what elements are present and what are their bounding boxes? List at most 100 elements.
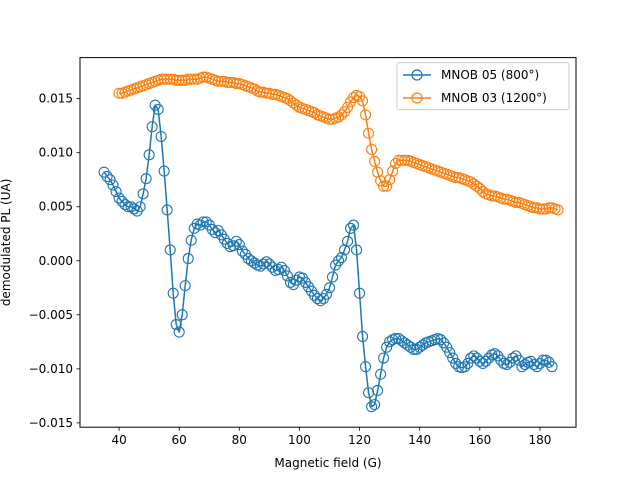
data-point (540, 354, 552, 366)
x-tick-label: 40 (111, 433, 126, 447)
data-point (104, 174, 116, 186)
data-point (489, 348, 501, 360)
y-axis-label: demodulated PL (UA) (0, 179, 13, 307)
data-point (155, 130, 167, 143)
data-point (119, 199, 131, 211)
data-point (212, 75, 224, 87)
data-point (164, 244, 176, 256)
data-point (176, 309, 188, 321)
data-point (176, 74, 188, 86)
data-point (122, 201, 134, 213)
data-point (161, 204, 173, 216)
legend-box (396, 62, 570, 111)
data-point (215, 75, 227, 87)
data-point (357, 330, 369, 342)
data-point (272, 263, 284, 275)
data-point (221, 76, 233, 89)
data-point (197, 216, 209, 228)
data-point (266, 261, 278, 273)
data-point (287, 97, 299, 109)
data-point (320, 288, 333, 300)
legend-label-series-1: MNOB 05 (800°) (441, 68, 539, 82)
data-point (209, 227, 221, 239)
data-point (537, 354, 549, 366)
data-point (534, 203, 546, 215)
y-tick-label: 0.005 (39, 200, 73, 214)
data-point (101, 170, 113, 183)
series-1 (98, 99, 558, 413)
data-point (311, 293, 324, 305)
y-tick-label: −0.010 (29, 362, 73, 376)
data-point (341, 101, 354, 113)
data-point (248, 257, 260, 269)
data-point (242, 253, 254, 265)
x-tick-label: 60 (172, 433, 187, 447)
data-point (158, 73, 170, 85)
data-point (185, 73, 197, 85)
data-point (173, 326, 185, 338)
y-tick-label: −0.015 (29, 416, 73, 430)
data-point (284, 95, 296, 107)
data-point (290, 99, 302, 111)
data-point (519, 358, 531, 371)
data-point (411, 343, 423, 355)
legend: MNOB 05 (800°) MNOB 03 (1200°) (396, 62, 570, 111)
data-point (110, 186, 122, 198)
data-point (194, 219, 206, 231)
data-point (167, 287, 179, 299)
data-point (281, 270, 293, 282)
data-point (113, 192, 125, 204)
data-point (332, 255, 345, 267)
data-point (465, 176, 477, 188)
data-point (308, 107, 321, 119)
data-point (435, 334, 447, 346)
data-point (378, 180, 390, 192)
data-point (537, 203, 549, 215)
data-point (341, 235, 354, 247)
data-point (263, 258, 275, 270)
data-point (152, 103, 164, 116)
x-tick-label: 180 (528, 433, 551, 447)
data-point (335, 109, 348, 121)
data-point (396, 154, 408, 166)
data-point (182, 73, 194, 85)
data-point (531, 361, 543, 373)
data-point (441, 341, 453, 353)
data-point (552, 204, 564, 216)
x-tick-label: 140 (408, 433, 431, 447)
data-point (245, 255, 257, 267)
y-tick-label: 0.010 (39, 146, 73, 160)
data-point (393, 333, 405, 345)
data-point (468, 178, 480, 190)
data-point (462, 357, 474, 369)
data-point (534, 357, 546, 369)
data-point (546, 361, 558, 373)
data-point (414, 341, 426, 353)
data-point (155, 73, 167, 85)
legend-marker-series-2 (411, 92, 423, 104)
data-point (528, 358, 540, 371)
data-point (360, 109, 372, 121)
x-tick-label: 100 (288, 433, 311, 447)
y-tick-label: 0.000 (39, 254, 73, 268)
data-point (206, 223, 218, 235)
data-point (278, 264, 290, 277)
data-point (507, 352, 519, 364)
data-point (417, 339, 429, 351)
x-tick-label: 80 (232, 433, 247, 447)
data-point (125, 201, 137, 213)
data-point (200, 216, 212, 228)
y-tick-label: 0.015 (39, 92, 73, 106)
x-tick-label: 160 (468, 433, 491, 447)
axes-frame (79, 57, 577, 428)
data-point (390, 333, 402, 345)
data-point (323, 282, 336, 294)
series-layer (98, 71, 564, 413)
data-point (128, 203, 140, 215)
data-point (326, 271, 339, 283)
data-point (224, 76, 236, 89)
data-point (170, 74, 182, 86)
data-point (369, 398, 381, 411)
data-point (369, 155, 381, 167)
data-point (347, 219, 360, 231)
